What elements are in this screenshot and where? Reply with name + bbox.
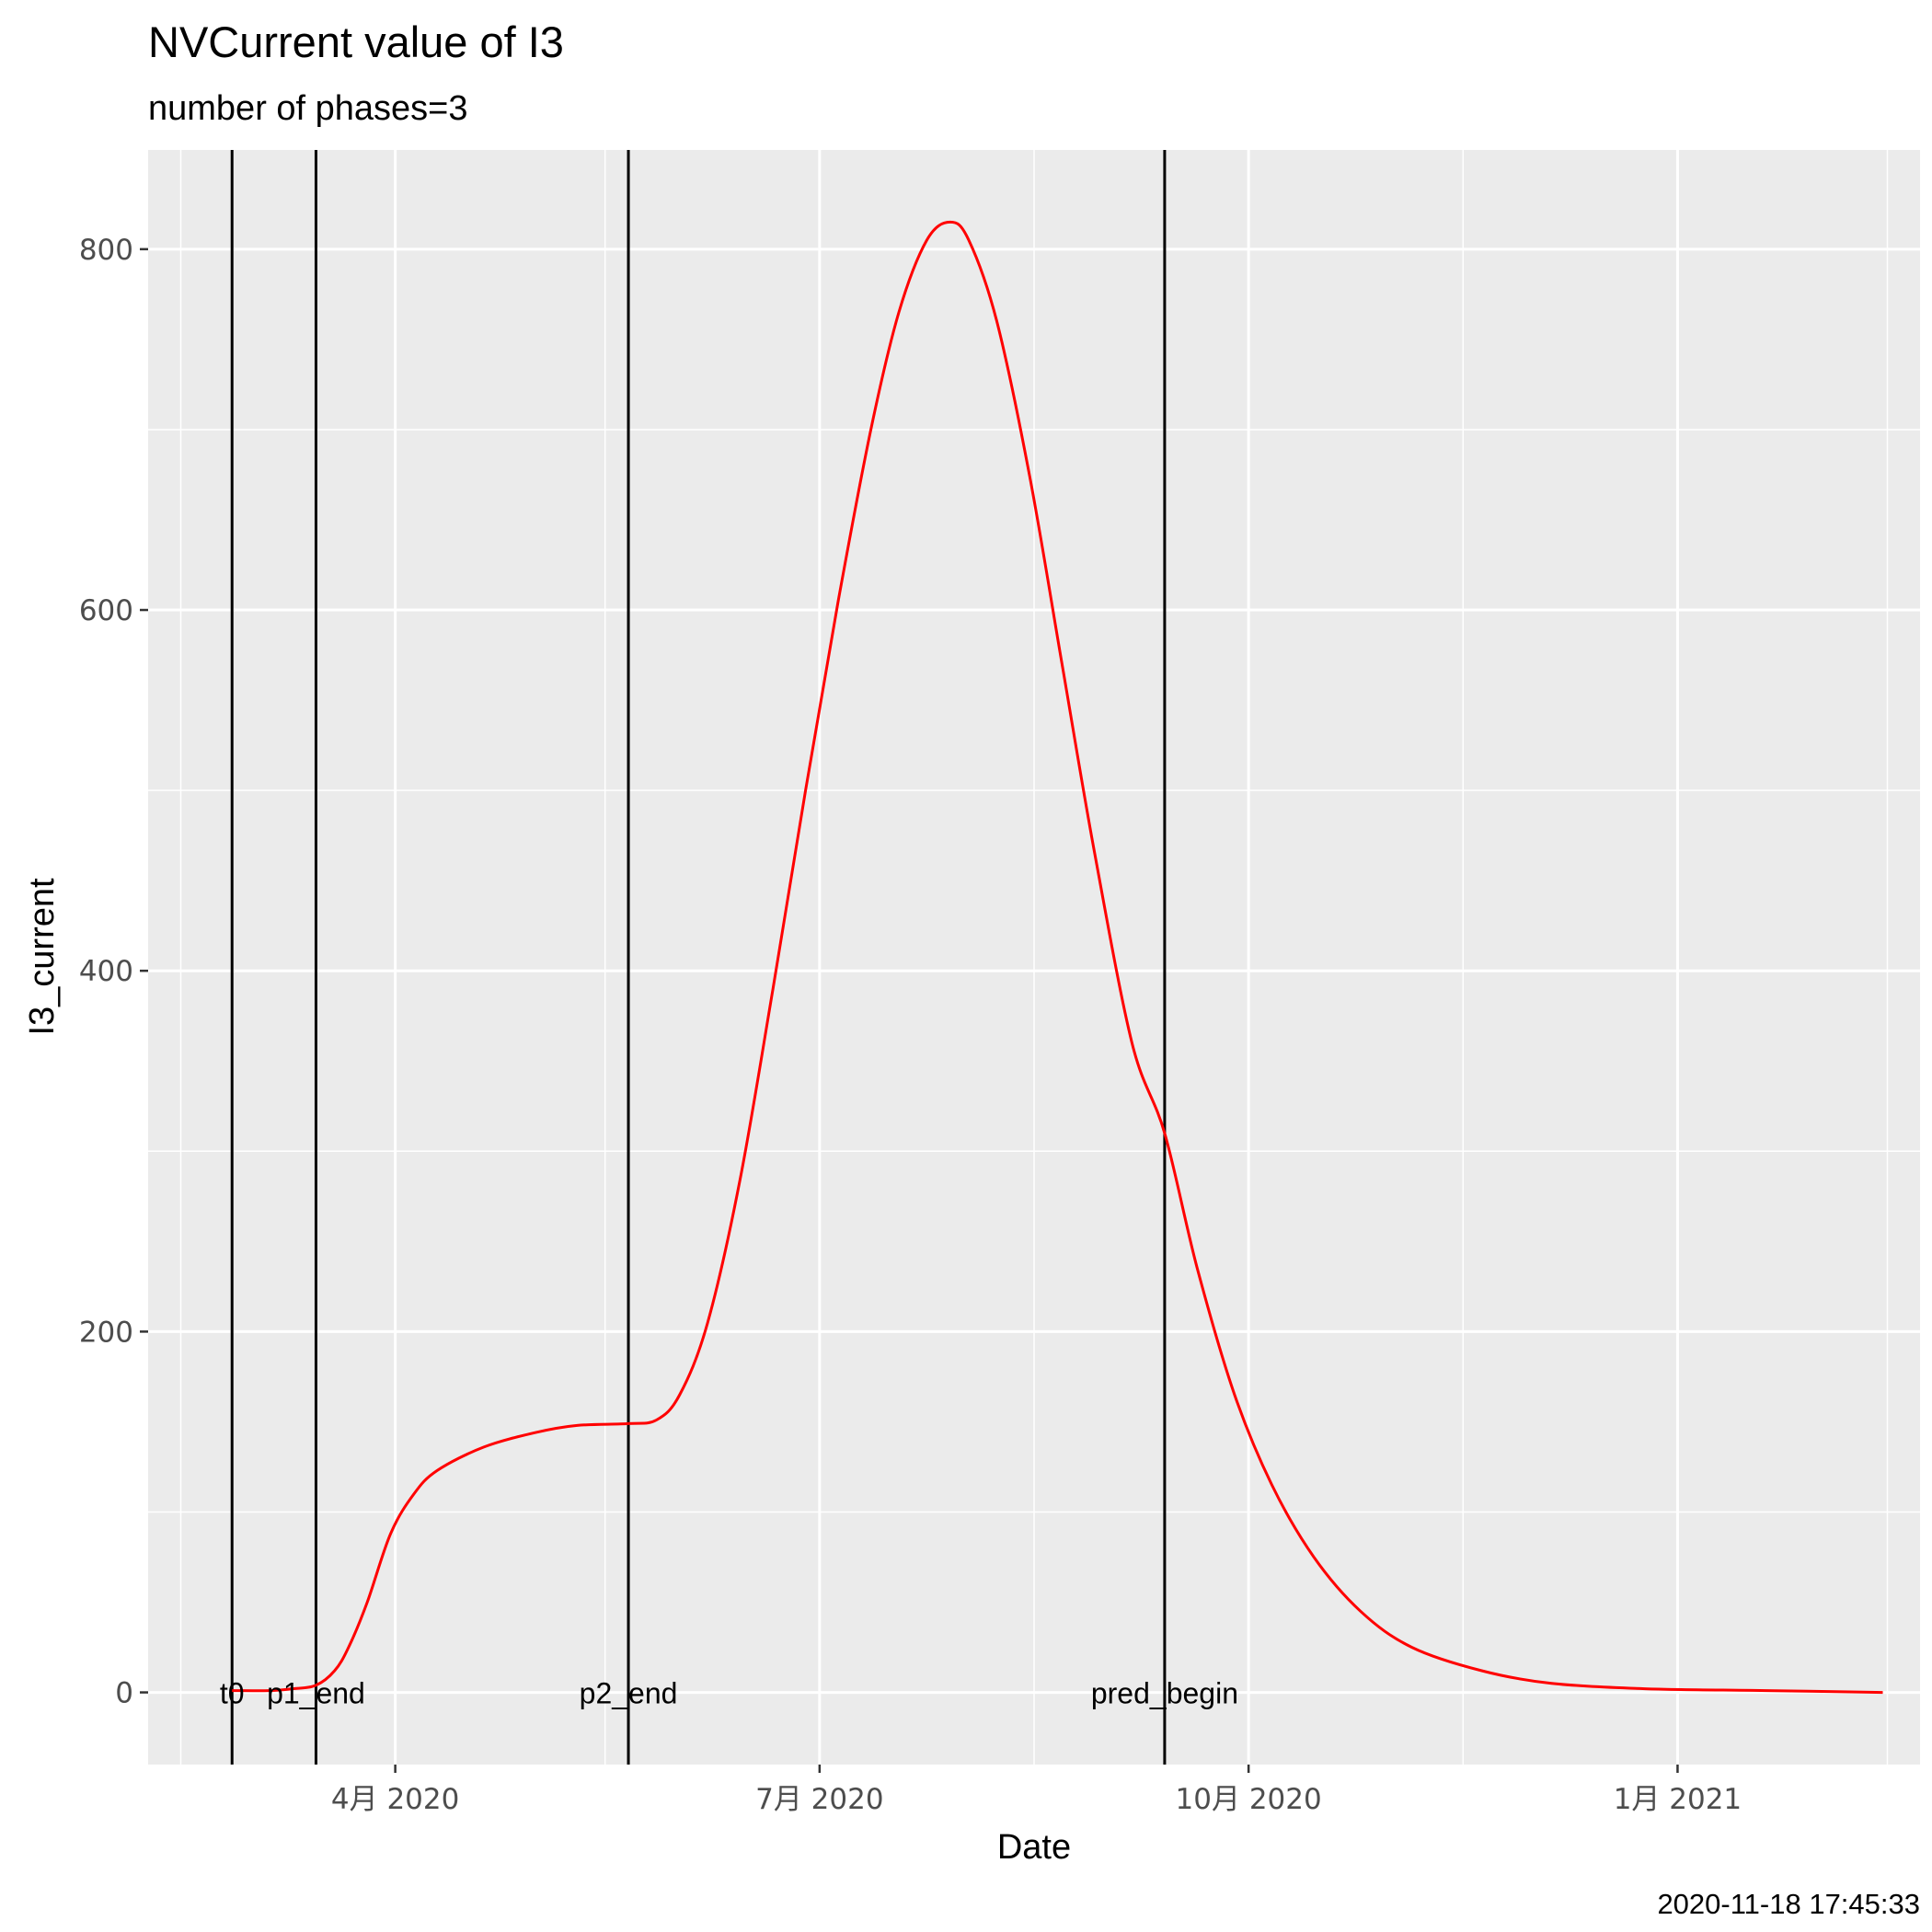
y-axis-tick-labels: 0 200 400 600 800 [79, 234, 133, 1710]
phase-marker-label: p1_end [267, 1677, 365, 1710]
x-axis-title: Date [997, 1828, 1071, 1867]
series-line-i3-current [232, 220, 1883, 1695]
y-tick-label: 200 [79, 1316, 133, 1349]
chart-title: NVCurrent value of I3 [148, 17, 564, 66]
major-gridlines [148, 150, 1920, 1765]
phase-marker-label: t0 [220, 1677, 245, 1710]
y-axis-title: I3_current [23, 878, 62, 1036]
x-tick-label: 4月 2020 [331, 1783, 459, 1816]
x-tick-label: 7月 2020 [755, 1783, 883, 1816]
x-tick-label: 10月 2020 [1176, 1783, 1322, 1816]
phase-marker-labels: t0 p1_end p2_end pred_begin [220, 1677, 1238, 1710]
phase-marker-label: pred_begin [1091, 1677, 1238, 1710]
phase-marker-label: p2_end [580, 1677, 678, 1710]
timestamp-caption: 2020-11-18 17:45:33 [1657, 1888, 1920, 1920]
minor-gridlines [148, 150, 1920, 1765]
axis-ticks [140, 247, 1679, 1773]
x-axis-tick-labels: 4月 2020 7月 2020 10月 2020 1月 2021 [331, 1783, 1742, 1816]
y-tick-label: 800 [79, 234, 133, 267]
x-tick-label: 1月 2021 [1614, 1783, 1742, 1816]
y-tick-label: 600 [79, 594, 133, 627]
phase-markers [230, 150, 1167, 1765]
y-tick-label: 400 [79, 955, 133, 988]
chart-subtitle: number of phases=3 [148, 89, 468, 128]
y-tick-label: 0 [115, 1677, 133, 1710]
